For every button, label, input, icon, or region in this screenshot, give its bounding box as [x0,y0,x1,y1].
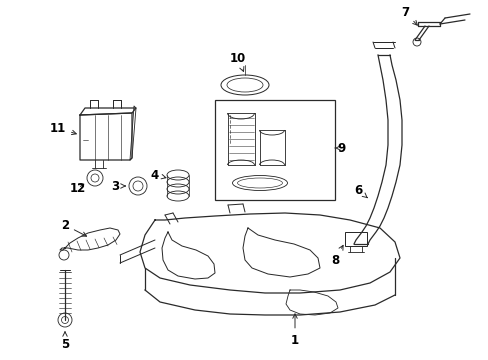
Text: 6: 6 [353,184,366,198]
Text: 12: 12 [70,181,86,194]
Text: 3: 3 [111,180,125,193]
Text: 9: 9 [334,141,346,154]
Text: 7: 7 [400,5,416,25]
Bar [345,232,366,246]
Text: 2: 2 [61,219,86,236]
Text: 11: 11 [50,122,76,135]
Text: 4: 4 [151,168,165,181]
Text: 5: 5 [61,332,69,351]
Text: 8: 8 [330,246,343,266]
Bar [215,100,334,200]
Text: 10: 10 [229,51,245,71]
Text: 1: 1 [290,314,299,346]
